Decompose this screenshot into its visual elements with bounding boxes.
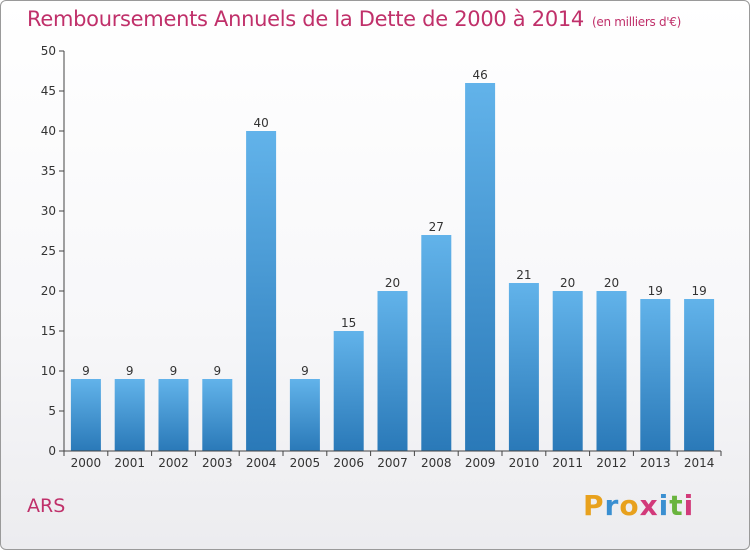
proxiti-logo: Proxiti	[583, 489, 694, 522]
bar-value-label: 20	[560, 276, 575, 290]
bar	[377, 291, 408, 451]
bar	[289, 379, 320, 451]
x-tick-label: 2004	[246, 456, 277, 470]
chart-title: Remboursements Annuels de la Dette de 20…	[27, 7, 682, 31]
bar-value-label: 27	[429, 220, 444, 234]
x-tick-label: 2013	[640, 456, 671, 470]
y-tick-label: 10	[41, 364, 56, 378]
logo-letter: x	[639, 489, 659, 522]
bar	[552, 291, 583, 451]
bar-value-label: 46	[472, 68, 487, 82]
bar	[246, 131, 277, 451]
bar-value-label: 9	[170, 364, 178, 378]
bar-value-label: 20	[385, 276, 400, 290]
x-tick-label: 2010	[509, 456, 540, 470]
logo-letter: P	[583, 489, 605, 522]
bar	[70, 379, 101, 451]
bar	[684, 299, 715, 451]
bar-value-label: 9	[213, 364, 221, 378]
x-tick-label: 2007	[377, 456, 408, 470]
bar	[333, 331, 364, 451]
x-tick-label: 2000	[71, 456, 102, 470]
bar	[421, 235, 452, 451]
bar-value-label: 19	[648, 284, 663, 298]
x-tick-label: 2006	[333, 456, 364, 470]
x-tick-label: 2005	[290, 456, 321, 470]
chart-subtitle: (en milliers d'€)	[592, 15, 682, 29]
y-tick-label: 15	[41, 324, 56, 338]
bar	[465, 83, 496, 451]
bar-value-label: 9	[82, 364, 90, 378]
y-tick-label: 45	[41, 84, 56, 98]
logo-letter: o	[619, 489, 640, 522]
logo-letter: i	[658, 489, 670, 522]
bar-value-label: 19	[691, 284, 706, 298]
bar	[114, 379, 145, 451]
bar-value-label: 20	[604, 276, 619, 290]
x-tick-label: 2012	[596, 456, 627, 470]
y-tick-label: 5	[48, 404, 56, 418]
y-tick-label: 25	[41, 244, 56, 258]
x-tick-label: 2008	[421, 456, 452, 470]
bar-value-label: 9	[126, 364, 134, 378]
x-tick-label: 2009	[465, 456, 496, 470]
bar-value-label: 40	[253, 116, 268, 130]
x-tick-label: 2011	[552, 456, 583, 470]
y-tick-label: 20	[41, 284, 56, 298]
bar	[640, 299, 671, 451]
y-tick-label: 35	[41, 164, 56, 178]
y-tick-label: 0	[48, 444, 56, 458]
bar-value-label: 21	[516, 268, 531, 282]
logo-letter: r	[604, 489, 620, 522]
y-tick-label: 50	[41, 44, 56, 58]
commune-name: ARS	[27, 495, 66, 517]
logo-letter: t	[669, 489, 684, 522]
bar	[508, 283, 539, 451]
x-tick-label: 2002	[158, 456, 189, 470]
bar	[596, 291, 627, 451]
bar-value-label: 15	[341, 316, 356, 330]
x-tick-label: 2001	[114, 456, 145, 470]
logo-letter: i	[683, 489, 695, 522]
y-tick-label: 40	[41, 124, 56, 138]
bar	[158, 379, 189, 451]
bar-value-label: 9	[301, 364, 309, 378]
x-tick-label: 2014	[684, 456, 715, 470]
y-tick-label: 30	[41, 204, 56, 218]
bar	[202, 379, 233, 451]
x-tick-label: 2003	[202, 456, 233, 470]
